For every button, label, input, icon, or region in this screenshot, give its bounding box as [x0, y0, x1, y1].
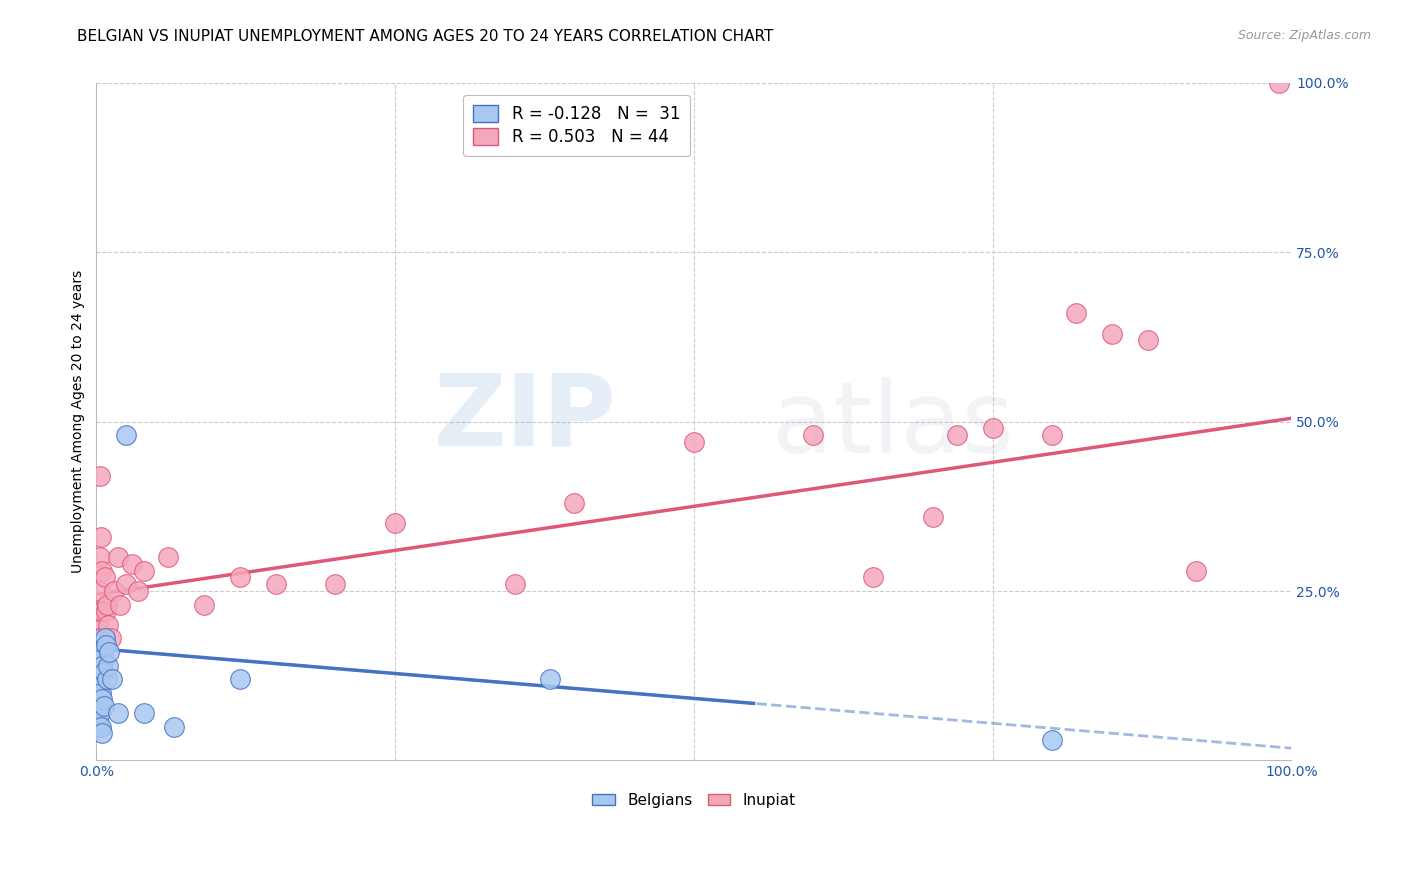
Point — [87, 672, 110, 686]
Point — [89, 584, 111, 599]
Point — [94, 638, 117, 652]
Text: ZIP: ZIP — [433, 370, 616, 467]
Point — [96, 672, 118, 686]
Point — [93, 699, 115, 714]
Point — [103, 584, 125, 599]
Point — [801, 428, 824, 442]
Point — [90, 686, 112, 700]
Text: Source: ZipAtlas.com: Source: ZipAtlas.com — [1237, 29, 1371, 42]
Point — [89, 468, 111, 483]
Point — [107, 706, 129, 720]
Point — [110, 598, 132, 612]
Point — [101, 672, 124, 686]
Point — [157, 550, 180, 565]
Point — [682, 434, 704, 449]
Point — [91, 726, 114, 740]
Point — [121, 557, 143, 571]
Point — [862, 570, 884, 584]
Point — [91, 564, 114, 578]
Point — [1040, 733, 1063, 747]
Point — [1040, 428, 1063, 442]
Point — [87, 638, 110, 652]
Point — [107, 550, 129, 565]
Point — [325, 577, 347, 591]
Text: atlas: atlas — [772, 376, 1014, 474]
Point — [87, 699, 110, 714]
Legend: Belgians, Inupiat: Belgians, Inupiat — [586, 787, 801, 814]
Point — [86, 652, 108, 666]
Point — [921, 509, 943, 524]
Point — [1136, 334, 1159, 348]
Point — [97, 658, 120, 673]
Point — [100, 632, 122, 646]
Point — [945, 428, 967, 442]
Point — [229, 570, 252, 584]
Point — [86, 658, 108, 673]
Point — [1184, 564, 1206, 578]
Point — [90, 530, 112, 544]
Point — [264, 577, 287, 591]
Point — [193, 598, 215, 612]
Point — [93, 665, 115, 680]
Point — [503, 577, 526, 591]
Text: BELGIAN VS INUPIAT UNEMPLOYMENT AMONG AGES 20 TO 24 YEARS CORRELATION CHART: BELGIAN VS INUPIAT UNEMPLOYMENT AMONG AG… — [77, 29, 773, 44]
Point — [86, 713, 108, 727]
Point — [90, 652, 112, 666]
Point — [94, 604, 117, 618]
Point — [91, 692, 114, 706]
Point — [87, 604, 110, 618]
Point — [90, 632, 112, 646]
Point — [90, 719, 112, 733]
Point — [562, 496, 585, 510]
Point — [93, 570, 115, 584]
Point — [134, 564, 156, 578]
Point — [163, 719, 186, 733]
Point — [87, 719, 110, 733]
Point — [115, 428, 138, 442]
Point — [1101, 326, 1123, 341]
Point — [91, 604, 114, 618]
Point — [97, 618, 120, 632]
Point — [89, 550, 111, 565]
Point — [96, 598, 118, 612]
Point — [981, 421, 1004, 435]
Point — [134, 706, 156, 720]
Point — [89, 645, 111, 659]
Point — [127, 584, 149, 599]
Point — [89, 706, 111, 720]
Point — [384, 516, 406, 531]
Point — [93, 632, 115, 646]
Point — [86, 618, 108, 632]
Point — [115, 577, 138, 591]
Point — [1064, 306, 1087, 320]
Point — [538, 672, 561, 686]
Point — [1268, 76, 1291, 90]
Point — [91, 658, 114, 673]
Point — [87, 632, 110, 646]
Point — [86, 686, 108, 700]
Point — [89, 679, 111, 693]
Point — [93, 652, 115, 666]
Point — [229, 672, 252, 686]
Y-axis label: Unemployment Among Ages 20 to 24 years: Unemployment Among Ages 20 to 24 years — [72, 270, 86, 574]
Point — [98, 645, 121, 659]
